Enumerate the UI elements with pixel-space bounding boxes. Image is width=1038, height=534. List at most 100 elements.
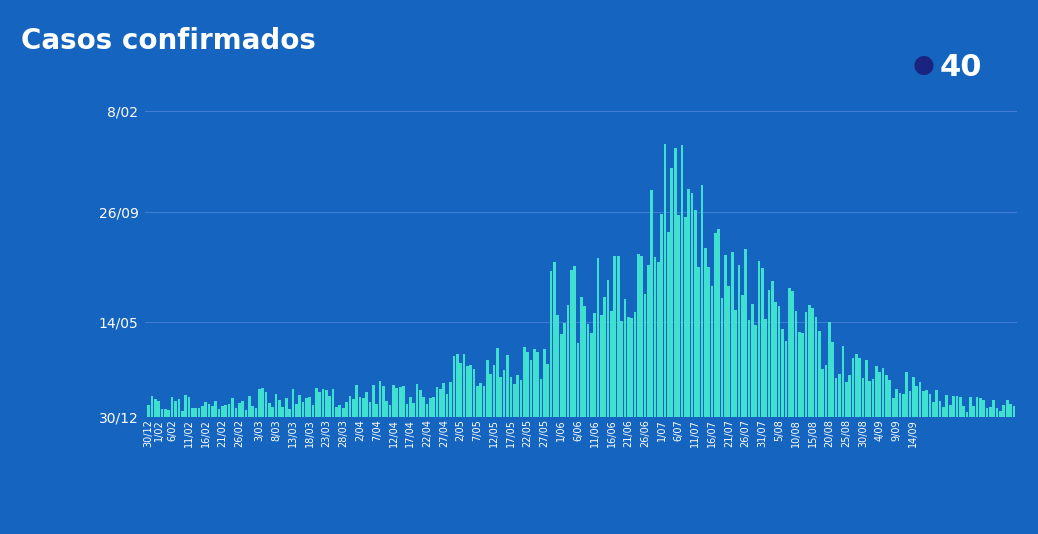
Bar [445,394,448,417]
Bar [550,271,552,417]
Bar [449,382,452,417]
Bar [429,398,432,417]
Bar [543,349,546,417]
Bar [878,372,881,417]
Bar [415,383,418,417]
Bar [1000,411,1002,417]
Bar [520,380,522,417]
Bar [916,386,918,417]
Bar [657,262,660,417]
Bar [422,397,425,417]
Bar [295,404,298,417]
Bar [499,376,502,417]
Bar [221,406,224,417]
Bar [768,290,770,417]
Bar [663,144,666,417]
Bar [523,347,525,417]
Bar [869,381,871,417]
Bar [929,394,931,417]
Bar [956,396,958,417]
Bar [583,306,586,417]
Bar [399,387,402,417]
Bar [389,405,391,417]
Bar [352,399,355,417]
Bar [791,291,794,417]
Bar [302,403,304,417]
Bar [315,388,318,417]
Bar [540,379,543,417]
Text: 40: 40 [939,53,982,82]
Bar [610,311,612,417]
Bar [677,215,680,417]
Bar [335,407,337,417]
Bar [151,396,154,417]
Bar [412,403,415,417]
Bar [889,380,892,417]
Bar [191,407,194,417]
Bar [788,288,791,417]
Bar [218,409,220,417]
Bar [613,256,617,417]
Bar [305,398,307,417]
Bar [368,402,372,417]
Bar [275,394,277,417]
Bar [747,320,750,417]
Bar [848,375,851,417]
Bar [231,398,234,417]
Bar [637,254,639,417]
Bar [750,304,754,417]
Bar [476,387,479,417]
Bar [570,270,573,417]
Bar [502,370,506,417]
Bar [627,317,630,417]
Bar [238,403,241,417]
Bar [851,358,854,417]
Bar [962,406,965,417]
Bar [1012,406,1015,417]
Bar [532,349,536,417]
Bar [215,401,217,417]
Bar [908,391,911,417]
Bar [586,324,590,417]
Bar [322,389,325,417]
Bar [845,382,848,417]
Bar [466,366,468,417]
Bar [325,390,328,417]
Bar [731,252,734,417]
Bar [875,366,878,417]
Bar [456,354,459,417]
Bar [794,311,797,417]
Bar [594,313,596,417]
Bar [620,321,623,417]
Bar [651,191,653,417]
Bar [197,408,200,417]
Bar [992,400,995,417]
Bar [919,382,922,417]
Bar [855,354,857,417]
Bar [684,217,686,417]
Bar [774,302,777,417]
Bar [262,388,264,417]
Bar [580,297,582,417]
Bar [831,342,835,417]
Bar [995,409,999,417]
Bar [694,210,696,417]
Bar [469,365,472,417]
Bar [332,389,334,417]
Bar [154,399,157,417]
Bar [720,299,723,417]
Bar [812,308,814,417]
Bar [671,168,674,417]
Bar [932,402,935,417]
Bar [251,405,254,417]
Bar [681,145,683,417]
Text: Casos confirmados: Casos confirmados [21,27,316,54]
Bar [463,354,465,417]
Bar [624,299,626,417]
Bar [838,374,841,417]
Bar [355,384,358,417]
Bar [690,193,693,417]
Bar [738,265,740,417]
Bar [952,396,955,417]
Bar [707,266,710,417]
